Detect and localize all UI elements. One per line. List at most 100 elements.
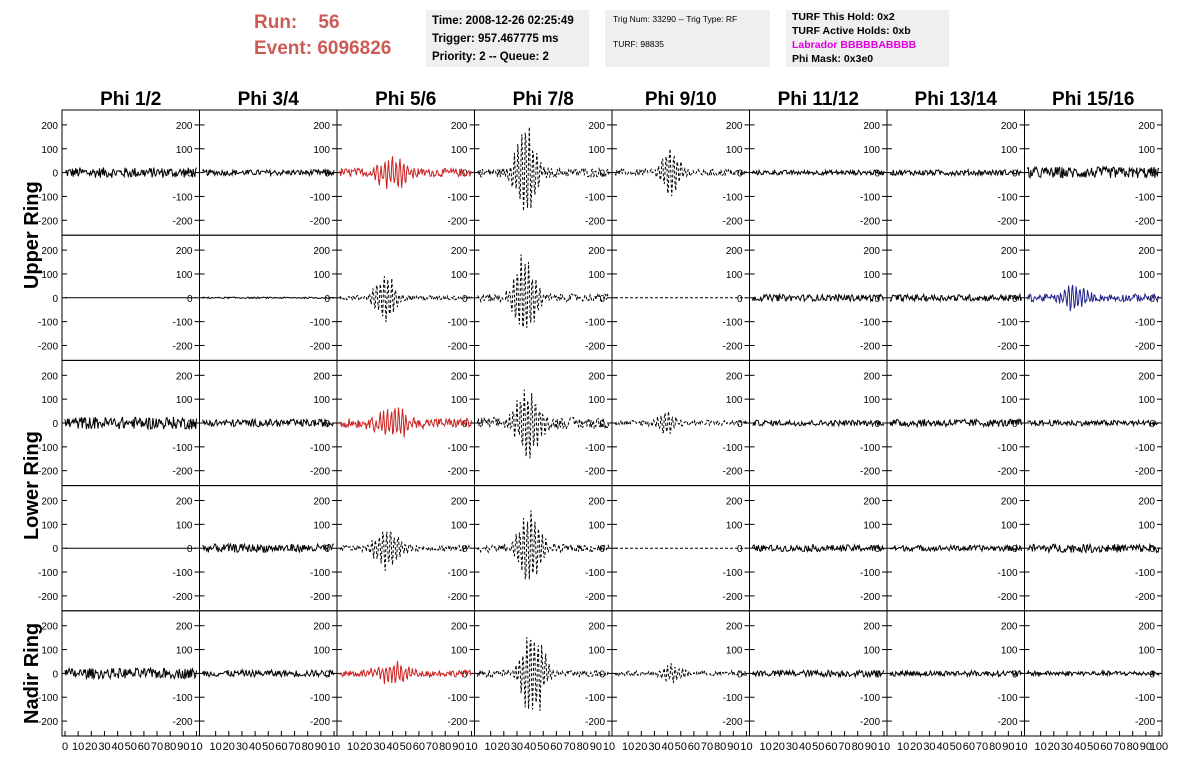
waveform-panel: 200 100 0 -100 -200	[749, 485, 888, 612]
y-tick-label: -100	[997, 693, 1017, 704]
y-tick-label: 0	[1012, 294, 1018, 305]
y-tick-label: -100	[1135, 443, 1155, 454]
y-tick-label: 0	[187, 544, 193, 555]
y-tick-label: -200	[447, 216, 467, 227]
waveform-trace	[1027, 164, 1159, 179]
y-tick-label: 0	[737, 544, 743, 555]
column-header: Phi 13/14	[915, 89, 998, 110]
column-header: Phi 11/12	[778, 89, 859, 110]
x-tick-label: 50	[812, 741, 824, 753]
y-tick-label: 200	[1138, 121, 1155, 132]
y-tick-label: 100	[588, 520, 605, 531]
x-tick-label: 80	[439, 741, 451, 753]
x-tick-label: 70	[976, 741, 988, 753]
x-tick-label: 90	[315, 741, 327, 753]
waveform-panel: 200 100 0 -100 -200	[474, 234, 613, 361]
y-tick-label: 100	[41, 270, 58, 281]
y-tick-label: -100	[860, 693, 880, 704]
y-tick-label: -200	[172, 717, 192, 728]
row-label: Nadir Ring	[21, 623, 43, 724]
y-tick-label: -100	[860, 192, 880, 203]
y-tick-label: -100	[997, 192, 1017, 203]
waveform-trace	[752, 418, 885, 428]
x-tick-label: 90	[865, 741, 877, 753]
waveform-panel: 200 100 0 -100 -200	[199, 109, 338, 236]
y-tick-label: 100	[313, 520, 330, 531]
y-tick-label: 100	[863, 520, 880, 531]
y-tick-label: 200	[176, 622, 193, 633]
y-tick-label: -100	[310, 318, 330, 329]
x-tick-label: 40	[111, 741, 123, 753]
y-tick-label: 200	[41, 497, 58, 508]
y-tick-label: 0	[462, 294, 468, 305]
x-tick-label: 90	[452, 741, 464, 753]
y-tick-label: 100	[1001, 270, 1018, 281]
y-tick-label: 200	[588, 622, 605, 633]
y-tick-label: 0	[324, 669, 330, 680]
y-tick-label: 100	[1001, 145, 1018, 156]
x-tick-label: 60	[413, 741, 425, 753]
x-tick-label: 80	[989, 741, 1001, 753]
y-tick-label: 0	[737, 294, 743, 305]
y-tick-label: -200	[447, 341, 467, 352]
y-tick-label: 200	[41, 622, 58, 633]
waveform-trace	[339, 276, 472, 323]
y-tick-label: -200	[585, 216, 605, 227]
waveform-trace	[202, 417, 335, 428]
y-tick-label: -200	[997, 592, 1017, 603]
waveform-trace	[477, 127, 610, 212]
x-tick-label: 70	[1113, 741, 1125, 753]
y-tick-label: -100	[310, 568, 330, 579]
x-tick-label: 70	[701, 741, 713, 753]
x-tick-label: 0	[62, 741, 68, 753]
waveform-trace	[202, 168, 335, 178]
y-tick-label: 100	[726, 520, 743, 531]
y-tick-label: -100	[722, 192, 742, 203]
y-tick-label: 100	[1138, 270, 1155, 281]
event-value: 6096826	[317, 38, 392, 59]
priority-text: Priority: 2 -- Queue: 2	[432, 51, 549, 63]
waveform-panel: 200 100 0 -100 -200	[749, 109, 888, 236]
y-tick-label: 0	[462, 544, 468, 555]
x-tick-label: 10	[72, 741, 84, 753]
y-tick-label: -200	[585, 592, 605, 603]
x-tick-label: 70	[838, 741, 850, 753]
x-tick-label: 90	[177, 741, 189, 753]
waveform-panel: 200 100 0 -100 -200	[749, 234, 888, 361]
y-tick-label: -100	[1135, 192, 1155, 203]
time-text: Time: 2008-12-26 02:25:49	[432, 15, 574, 27]
x-tick-label: 40	[936, 741, 948, 753]
y-tick-label: 200	[726, 371, 743, 382]
x-tick-label: 60	[688, 741, 700, 753]
waveform-trace	[889, 543, 1022, 553]
waveform-trace	[339, 531, 472, 571]
y-tick-label: 200	[1138, 622, 1155, 633]
y-tick-label: 200	[176, 246, 193, 257]
waveform-trace	[752, 168, 885, 177]
waveform-panel: 200 100 0 -100 -200	[886, 359, 1025, 487]
y-tick-label: 100	[726, 395, 743, 406]
waveform-panel: 200 100 0 -100 -200	[474, 610, 613, 737]
y-tick-label: -200	[860, 341, 880, 352]
run-label: Run:	[254, 12, 298, 33]
x-tick-label: 20	[635, 741, 647, 753]
column-header: Phi 9/10	[645, 89, 717, 110]
y-tick-label: -200	[447, 717, 467, 728]
y-tick-label: 200	[451, 622, 468, 633]
x-tick-label: 50	[400, 741, 412, 753]
y-tick-label: -200	[310, 467, 330, 478]
y-tick-label: 200	[451, 121, 468, 132]
y-tick-label: -200	[997, 467, 1017, 478]
y-tick-label: 0	[462, 169, 468, 180]
x-tick-label: 40	[661, 741, 673, 753]
y-tick-label: 200	[1001, 246, 1018, 257]
waveform-panel: 200 100 0 -100 -200	[1024, 234, 1163, 361]
waveform-trace	[1027, 542, 1160, 555]
waveform-panel: 200 100 0 -100 -200	[1024, 485, 1163, 612]
y-tick-label: 0	[52, 294, 58, 305]
waveform-panel: 200 100 0 -100 -200	[886, 234, 1025, 361]
y-tick-label: 0	[737, 169, 743, 180]
y-tick-label: -200	[860, 717, 880, 728]
x-tick-label: 90	[1140, 741, 1152, 753]
y-tick-label: 200	[313, 121, 330, 132]
